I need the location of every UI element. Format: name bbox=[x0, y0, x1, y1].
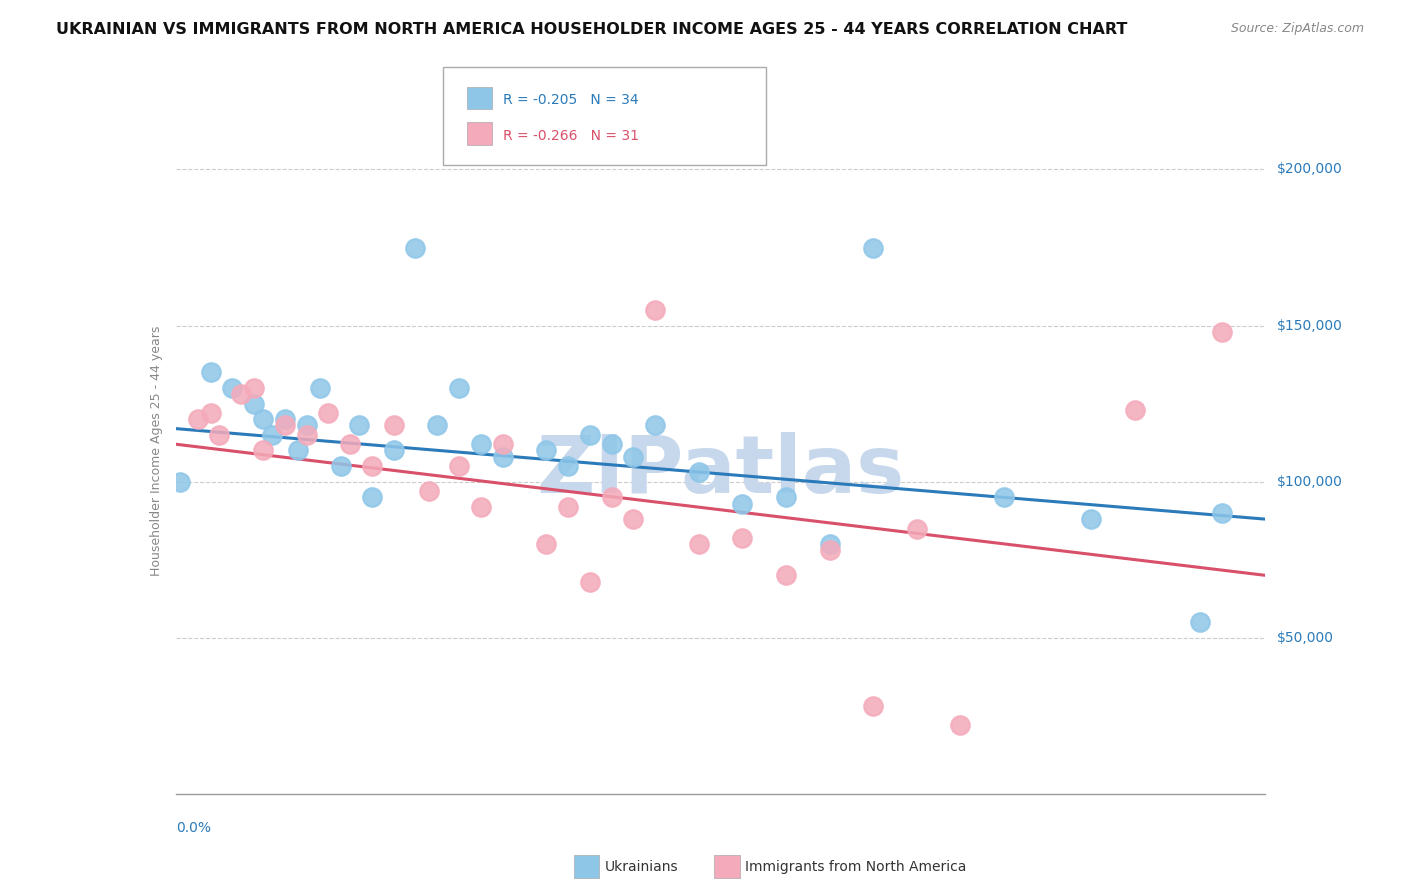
Point bbox=[731, 531, 754, 545]
Point bbox=[557, 458, 579, 473]
Point bbox=[308, 381, 330, 395]
Point bbox=[418, 483, 440, 498]
Point bbox=[186, 412, 209, 426]
Text: $100,000: $100,000 bbox=[1277, 475, 1343, 489]
Point bbox=[862, 240, 884, 255]
Point bbox=[775, 568, 797, 582]
Point bbox=[1211, 325, 1233, 339]
Point bbox=[470, 500, 492, 514]
Text: UKRAINIAN VS IMMIGRANTS FROM NORTH AMERICA HOUSEHOLDER INCOME AGES 25 - 44 YEARS: UKRAINIAN VS IMMIGRANTS FROM NORTH AMERI… bbox=[56, 22, 1128, 37]
Point bbox=[382, 418, 405, 433]
Point bbox=[621, 512, 644, 526]
Point bbox=[600, 490, 623, 504]
Point bbox=[1189, 615, 1212, 630]
Point bbox=[862, 699, 884, 714]
Point bbox=[644, 418, 666, 433]
Point bbox=[731, 496, 754, 510]
Text: Ukrainians: Ukrainians bbox=[605, 860, 678, 874]
Point bbox=[447, 458, 470, 473]
Point bbox=[252, 412, 274, 426]
Point bbox=[347, 418, 370, 433]
Text: $50,000: $50,000 bbox=[1277, 631, 1333, 645]
Point bbox=[339, 437, 361, 451]
Point bbox=[905, 521, 928, 535]
Point bbox=[949, 718, 972, 732]
Point bbox=[221, 381, 243, 395]
Text: ZIPatlas: ZIPatlas bbox=[537, 432, 904, 510]
Point bbox=[252, 443, 274, 458]
Point bbox=[492, 450, 515, 464]
Point bbox=[775, 490, 797, 504]
Point bbox=[243, 396, 266, 410]
Point bbox=[200, 406, 222, 420]
Point bbox=[600, 437, 623, 451]
Point bbox=[993, 490, 1015, 504]
Point bbox=[447, 381, 470, 395]
Point bbox=[260, 427, 283, 442]
Point bbox=[492, 437, 515, 451]
Point bbox=[169, 475, 191, 489]
Point bbox=[208, 427, 231, 442]
Point bbox=[534, 443, 557, 458]
Text: $200,000: $200,000 bbox=[1277, 162, 1343, 177]
Point bbox=[557, 500, 579, 514]
Point bbox=[426, 418, 449, 433]
Text: 0.0%: 0.0% bbox=[176, 822, 211, 835]
Point bbox=[1123, 403, 1146, 417]
Point bbox=[579, 574, 602, 589]
Text: R = -0.266   N = 31: R = -0.266 N = 31 bbox=[503, 128, 640, 143]
Y-axis label: Householder Income Ages 25 - 44 years: Householder Income Ages 25 - 44 years bbox=[149, 326, 163, 575]
Point bbox=[818, 543, 841, 558]
Point bbox=[644, 303, 666, 318]
Point bbox=[274, 412, 297, 426]
Point bbox=[287, 443, 309, 458]
Point bbox=[330, 458, 353, 473]
Point bbox=[360, 490, 382, 504]
Point bbox=[274, 418, 297, 433]
Point bbox=[621, 450, 644, 464]
Point bbox=[470, 437, 492, 451]
Point bbox=[243, 381, 266, 395]
Point bbox=[295, 427, 318, 442]
Text: R = -0.205   N = 34: R = -0.205 N = 34 bbox=[503, 93, 638, 107]
Point bbox=[579, 427, 602, 442]
Text: Source: ZipAtlas.com: Source: ZipAtlas.com bbox=[1230, 22, 1364, 36]
Point bbox=[360, 458, 382, 473]
Point bbox=[405, 240, 427, 255]
Point bbox=[318, 406, 340, 420]
Point bbox=[688, 466, 710, 480]
Point bbox=[200, 366, 222, 380]
Point bbox=[688, 537, 710, 551]
Point bbox=[818, 537, 841, 551]
Text: Immigrants from North America: Immigrants from North America bbox=[745, 860, 966, 874]
Point bbox=[382, 443, 405, 458]
Point bbox=[231, 387, 253, 401]
Point bbox=[534, 537, 557, 551]
Text: $150,000: $150,000 bbox=[1277, 318, 1343, 333]
Point bbox=[1211, 506, 1233, 520]
Point bbox=[295, 418, 318, 433]
Point bbox=[1080, 512, 1102, 526]
